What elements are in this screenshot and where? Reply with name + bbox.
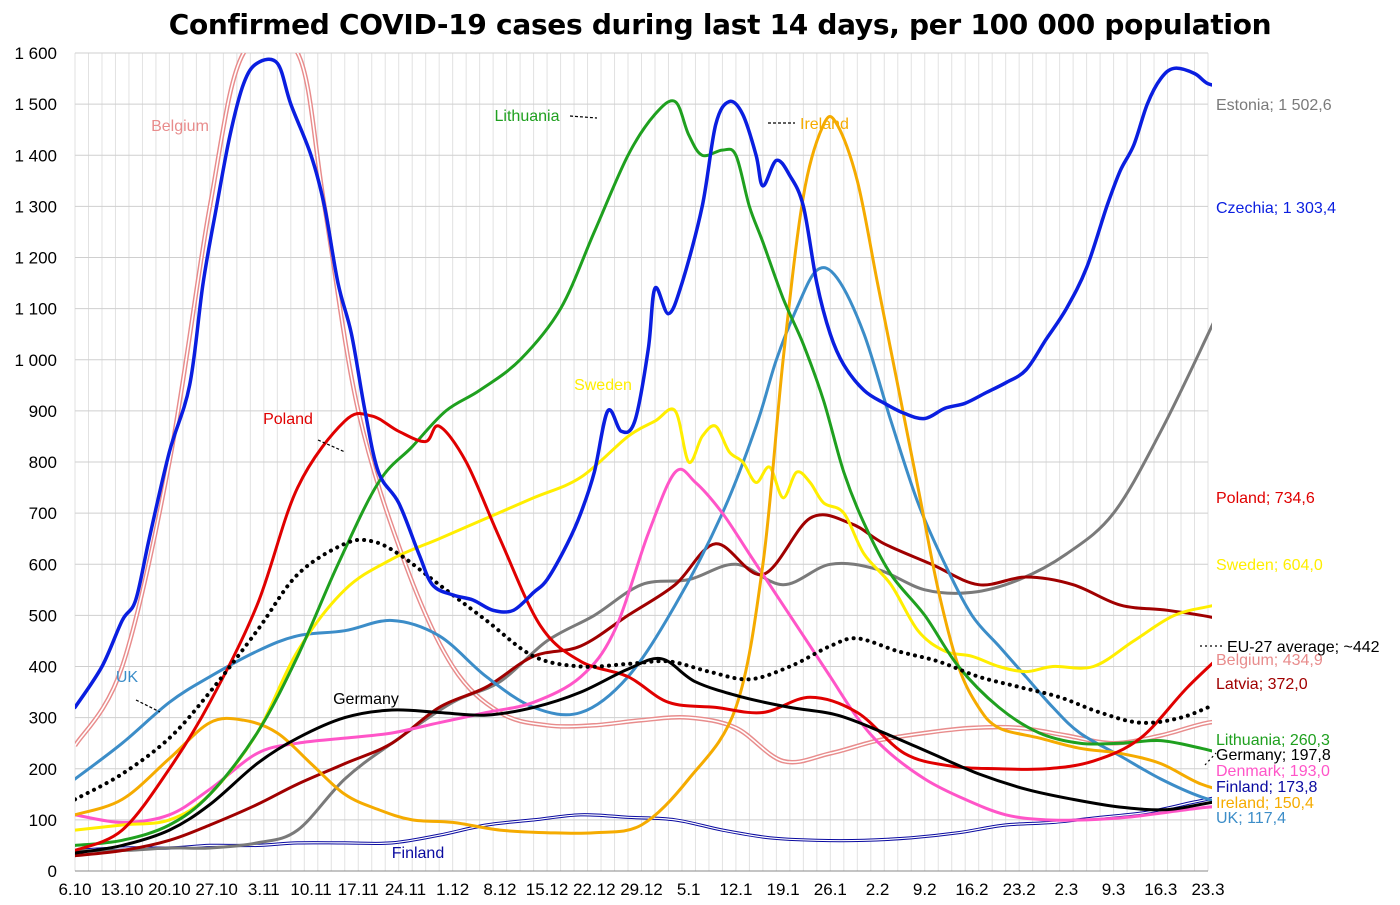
x-tick-label: 15.12 [526,880,569,899]
series-line-belgium-inner [75,53,1212,763]
series-label-finland: Finland [392,845,444,862]
series-line-latvia [75,513,1212,858]
series-line-poland [75,411,1212,852]
series-line-ireland [75,115,1212,835]
end-label-czechia: Czechia; 1 303,4 [1216,200,1336,217]
series-line-czechia [75,57,1212,710]
y-tick-label: 1 200 [14,249,57,268]
end-label-lithuania: Lithuania; 260,3 [1216,732,1330,749]
y-tick-label: 1 100 [14,300,57,319]
series-label-germany: Germany [333,691,399,708]
series-labels: Belgium Belgium; 434,9 Czechia; 1 303,4 Lit… [116,97,1380,862]
leader-line-germany-end [1204,752,1217,766]
x-tick-label: 5.1 [677,880,701,899]
series-line-sweden [75,407,1212,832]
x-tick-label: 23.2 [1003,880,1036,899]
series-line-denmark [75,467,1212,824]
axes: 0 100 200 300 400 500 600 700 800 900 1 000 1 100 1 … [14,44,1224,899]
y-tick-label: 700 [29,504,57,523]
end-label-eu-27-average: EU-27 average; ~442 [1227,639,1380,656]
series-label-poland: Poland [263,411,313,428]
series-label-sweden: Sweden [574,377,632,394]
y-tick-label: 400 [29,658,57,677]
x-tick-label: 12.1 [719,880,752,899]
x-tick-label: 2.2 [866,880,890,899]
series-label-lithuania: Lithuania [495,108,560,125]
series-label-ireland: Ireland [800,116,849,133]
x-tick-label: 27.10 [195,880,238,899]
end-label-finland: Finland; 173,8 [1216,779,1318,796]
series-line-uk [75,266,1212,802]
end-label-germany: Germany; 197,8 [1216,747,1331,764]
end-label-sweden: Sweden; 604,0 [1216,557,1323,574]
series-line-germany [75,656,1212,855]
x-tick-label: 9.3 [1102,880,1126,899]
y-tick-label: 1 000 [14,351,57,370]
x-tick-label: 20.10 [148,880,191,899]
y-tick-label: 0 [48,862,57,881]
x-tick-label: 16.2 [955,880,988,899]
end-label-uk: UK; 117,4 [1216,810,1286,827]
x-tick-label: 23.3 [1191,880,1224,899]
y-tick-label: 200 [29,760,57,779]
y-tick-label: 1 600 [14,44,57,63]
gridlines [74,52,1209,872]
y-tick-label: 300 [29,709,57,728]
x-tick-label: 24.11 [385,880,426,899]
y-tick-label: 1 500 [14,95,57,114]
x-tick-label: 16.3 [1144,880,1177,899]
series-line-eu-27-average [75,537,1212,802]
x-tick-label: 19.1 [767,880,800,899]
y-tick-label: 1 400 [14,146,57,165]
x-tick-label: 8.12 [483,880,516,899]
x-tick-label: 6.10 [58,880,91,899]
y-tick-label: 1 300 [14,197,57,216]
leader-line-lithuania [569,115,598,119]
series-lines [75,53,1212,858]
x-tick-label: 9.2 [913,880,937,899]
x-tick-label: 3.11 [248,880,280,899]
series-line-estonia [75,322,1212,853]
y-tick-label: 500 [29,606,57,625]
x-tick-label: 13.10 [101,880,144,899]
y-tick-label: 600 [29,555,57,574]
series-label-uk: UK [116,669,139,686]
x-tick-label: 29.12 [620,880,663,899]
x-tick-label: 26.1 [814,880,847,899]
y-tick-label: 900 [29,402,57,421]
chart-title: Confirmed COVID-19 cases during last 14 … [168,8,1272,41]
series-line-lithuania [75,99,1212,847]
end-label-belgium: Belgium; 434,9 [1216,652,1323,669]
end-label-ireland: Ireland; 150,4 [1216,795,1314,812]
end-label-estonia: Estonia; 1 502,6 [1216,97,1332,114]
x-tick-label: 10.11 [290,880,331,899]
end-label-latvia: Latvia; 372,0 [1216,676,1308,693]
x-tick-label: 1.12 [436,880,469,899]
y-tick-label: 100 [29,811,57,830]
leader-line-uk [135,699,161,713]
series-label-belgium: Belgium [151,118,209,135]
y-tick-label: 800 [29,453,57,472]
x-tick-label: 2.3 [1055,880,1079,899]
end-label-poland: Poland; 734,6 [1216,490,1315,507]
end-label-denmark: Denmark; 193,0 [1216,763,1330,780]
x-tick-label: 22.12 [573,880,616,899]
x-tick-label: 17.11 [338,880,379,899]
